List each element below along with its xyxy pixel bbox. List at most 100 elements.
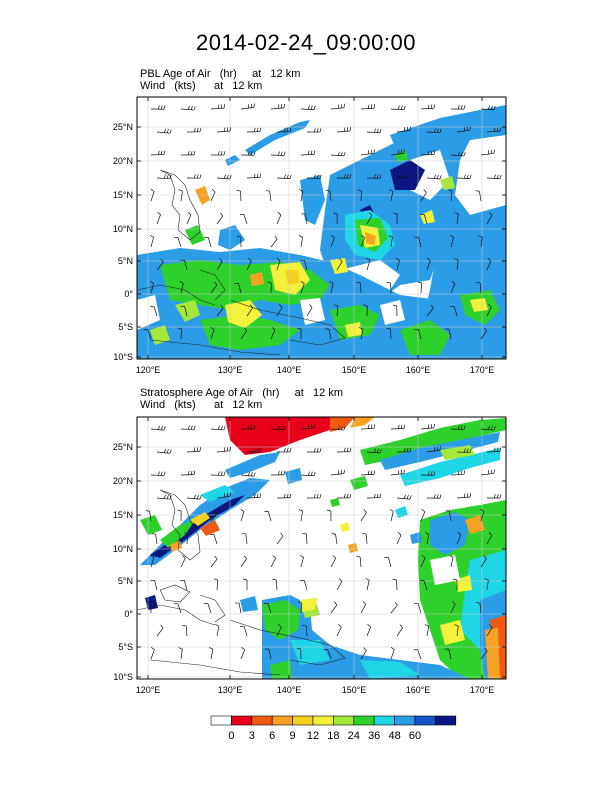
wind-barb-feather (417, 281, 422, 284)
wind-barb-feather (488, 304, 492, 308)
wind-barb (270, 103, 286, 110)
wind-barb-feather (248, 258, 252, 262)
wind-barb-staff (276, 535, 284, 545)
wind-barb-staff (456, 177, 471, 179)
wind-barb-staff (210, 512, 218, 522)
wind-barb (156, 212, 161, 225)
wind-barb-staff (486, 260, 492, 271)
wind-barb-staff (303, 580, 308, 591)
wind-barb-feather (447, 189, 452, 192)
wind-barb (333, 212, 338, 225)
wind-barb-staff (450, 557, 454, 568)
wind-barb-staff (480, 650, 488, 660)
wind-barb-feather (359, 327, 363, 330)
wind-barb-feather (319, 128, 322, 133)
wind-barb-staff (245, 534, 248, 545)
wind-barb (180, 425, 196, 430)
wind-barb-feather (423, 189, 427, 193)
wind-barb-feather (283, 447, 286, 453)
wind-barb (186, 447, 202, 453)
wind-barb (456, 493, 472, 499)
wind-barb-feather (196, 127, 199, 132)
wind-barb-feather (343, 469, 345, 474)
wind-barb (356, 555, 362, 568)
wind-barb-feather (166, 495, 169, 500)
wind-barb-staff (150, 283, 155, 294)
wind-barb-feather (169, 495, 172, 500)
wind-barb-staff (330, 107, 344, 110)
wind-barb (396, 624, 403, 637)
wind-barb (475, 602, 482, 614)
wind-barb (177, 327, 182, 340)
wind-barb-feather (259, 127, 262, 132)
panel2-gridlines (137, 417, 506, 679)
wind-barb (240, 555, 247, 568)
wind-barb (150, 425, 166, 431)
wind-barb (386, 327, 392, 340)
wind-barb-feather (253, 127, 256, 132)
wind-barb-feather (489, 624, 493, 628)
wind-barb-feather (256, 173, 259, 178)
wind-barb-feather (451, 281, 456, 285)
wind-barb-staff (180, 283, 184, 294)
wind-barb (213, 578, 219, 591)
wind-barb (330, 425, 346, 431)
wind-barb-staff (486, 215, 493, 225)
wind-barb-feather (302, 624, 307, 627)
wind-barb-feather (339, 258, 343, 262)
wind-barb-feather (150, 189, 155, 192)
wind-barb (216, 446, 231, 453)
wind-barb-feather (280, 470, 283, 476)
wind-barb-staff (238, 603, 242, 614)
wind-barb-feather (400, 105, 403, 110)
wind-barb (186, 494, 202, 500)
wind-barb-staff (479, 283, 482, 294)
wind-barb-feather (493, 149, 495, 154)
wind-barb-feather (499, 174, 502, 179)
wind-barb (456, 448, 472, 453)
wind-barb (395, 258, 400, 271)
lat-tick-label: 15°N (113, 190, 133, 200)
lat-tick-label: 15°N (113, 510, 133, 520)
wind-barb (156, 174, 172, 180)
wind-barb-feather (484, 578, 489, 581)
wind-barb-feather (403, 447, 406, 452)
wind-barb-staff (156, 214, 161, 225)
wind-barb-feather (229, 175, 232, 180)
wind-barb (480, 149, 495, 156)
wind-barb (276, 174, 292, 179)
wind-barb-feather (346, 174, 349, 179)
wind-barb (390, 149, 405, 156)
wind-barb-feather (394, 601, 398, 606)
wind-barb-feather (182, 624, 187, 627)
colorbar-label: 12 (307, 730, 319, 742)
lat-tick-label: 25°N (113, 122, 133, 132)
wind-barb-staff (330, 283, 334, 294)
wind-barb (150, 281, 155, 294)
wind-barb (183, 532, 189, 545)
wind-barb-feather (430, 150, 433, 155)
lon-tick-label: 130°E (218, 365, 243, 375)
wind-barb-feather (436, 128, 439, 133)
wind-barb (151, 533, 158, 545)
wind-barb-staff (300, 191, 304, 202)
wind-barb (240, 103, 255, 110)
colorbar-label: 24 (348, 730, 360, 742)
wind-barb-feather (397, 532, 402, 536)
wind-barb-feather (253, 425, 256, 430)
wind-barb-feather (487, 470, 490, 475)
wind-barb-staff (336, 581, 343, 591)
wind-barb-staff (270, 238, 278, 248)
wind-barb-staff (366, 626, 372, 637)
wind-barb (426, 446, 441, 453)
wind-barb-staff (184, 306, 188, 317)
wind-barb-staff (240, 107, 254, 110)
wind-barb-feather (283, 493, 286, 498)
wind-barb-feather (463, 174, 466, 179)
wind-barb (270, 555, 276, 568)
colorbar-label: 48 (388, 730, 400, 742)
wind-barb-feather (376, 448, 379, 453)
wind-barb-feather (302, 532, 307, 535)
wind-barb-feather (289, 174, 292, 179)
wind-barb (270, 235, 278, 248)
